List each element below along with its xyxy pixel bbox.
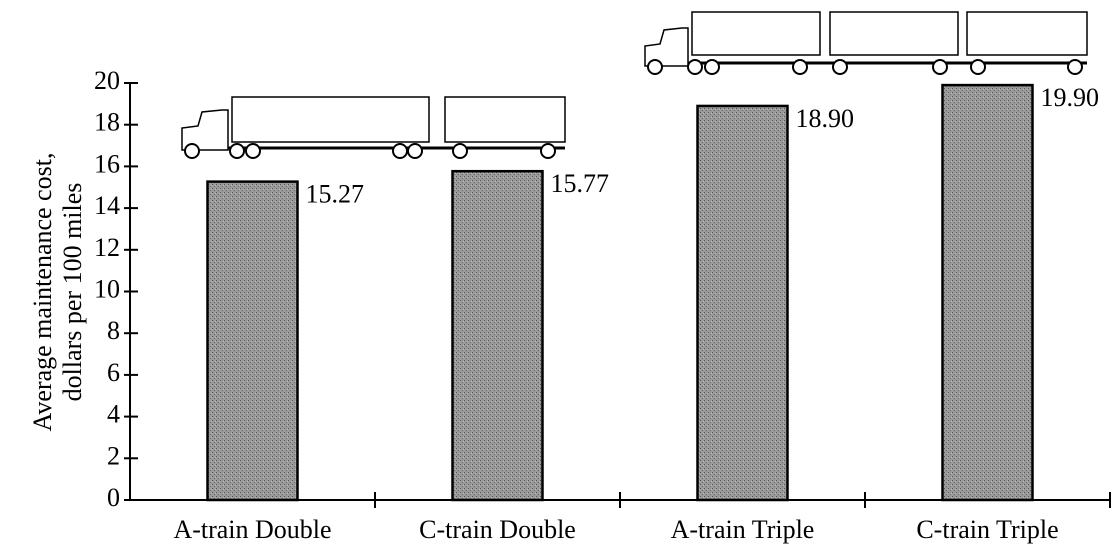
y-tick-label: 6 — [107, 358, 120, 387]
y-axis-label-line: dollars per 100 miles — [58, 183, 87, 402]
y-tick-label: 4 — [107, 400, 120, 429]
bar — [206, 180, 299, 502]
x-tick-label: C-train Double — [419, 515, 576, 544]
value-label: 18.90 — [796, 104, 855, 133]
x-tick-label: A-train Double — [173, 515, 331, 544]
x-tick-label: A-train Triple — [671, 515, 815, 544]
y-tick-label: 10 — [94, 274, 120, 303]
y-tick-label: 12 — [94, 233, 120, 262]
value-label: 15.27 — [306, 180, 365, 209]
bar — [451, 169, 544, 502]
bar — [941, 83, 1034, 502]
y-tick-label: 20 — [94, 66, 120, 95]
y-tick-label: 16 — [94, 149, 120, 178]
value-label: 15.77 — [551, 169, 610, 198]
y-tick-label: 0 — [107, 483, 120, 512]
double-truck-illustration — [181, 96, 566, 159]
y-axis-label: Average maintenance cost, dollars per 100… — [28, 153, 87, 432]
value-label: 19.90 — [1041, 83, 1100, 112]
x-tick-label: C-train Triple — [916, 515, 1058, 544]
triple-truck-illustration — [644, 11, 1088, 75]
y-tick-label: 8 — [107, 316, 120, 345]
bar — [696, 104, 789, 502]
y-tick-label: 2 — [107, 441, 120, 470]
y-tick-label: 18 — [94, 108, 120, 137]
y-axis-label-line: Average maintenance cost, — [28, 153, 57, 432]
y-tick-label: 14 — [94, 191, 120, 220]
